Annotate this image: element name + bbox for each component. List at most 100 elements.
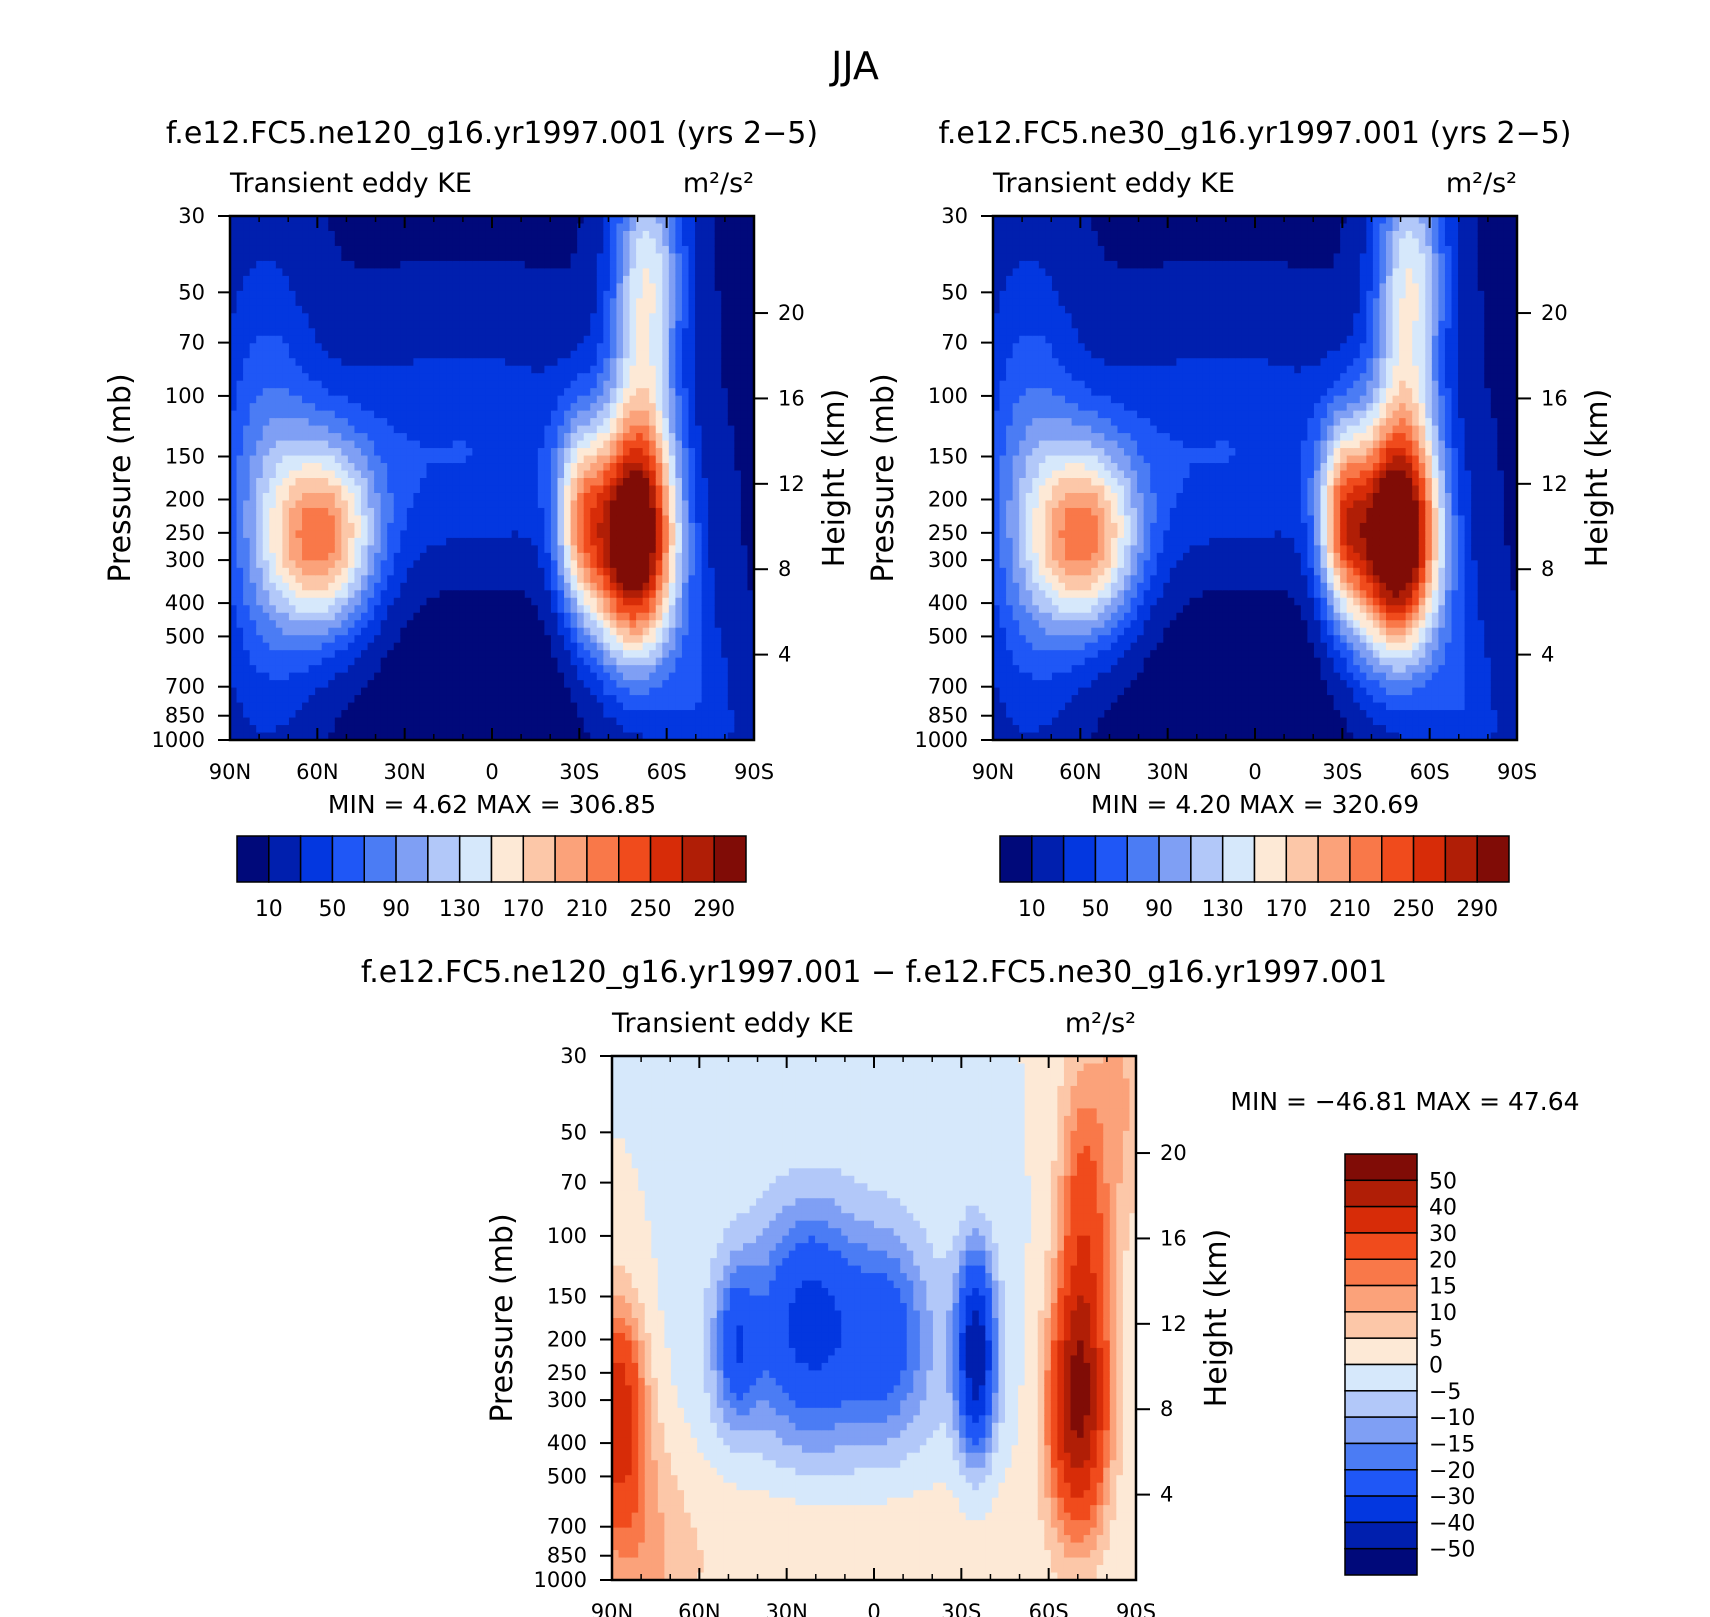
- heatmap-cell: [531, 635, 539, 644]
- heatmap-cell: [328, 290, 336, 299]
- heatmap-cell: [243, 687, 251, 696]
- heatmap-cell: [564, 358, 572, 367]
- heatmap-cell: [354, 418, 362, 427]
- heatmap-cell: [347, 350, 356, 359]
- heatmap-cell: [550, 702, 559, 711]
- heatmap-cell: [400, 440, 408, 449]
- heatmap-cell: [341, 275, 349, 284]
- heatmap-cell: [492, 365, 500, 374]
- heatmap-cell: [413, 537, 421, 546]
- heatmap-cell: [347, 478, 356, 487]
- heatmap-cell: [636, 403, 644, 412]
- heatmap-cell: [485, 298, 493, 307]
- heatmap-cell: [636, 567, 644, 576]
- heatmap-cell: [675, 388, 683, 397]
- heatmap-cell: [230, 418, 238, 427]
- heatmap-cell: [459, 567, 467, 576]
- heatmap-cell: [249, 627, 257, 636]
- heatmap-cell: [302, 380, 310, 389]
- heatmap-cell: [649, 522, 657, 531]
- heatmap-cell: [230, 470, 238, 479]
- heatmap-cell: [387, 560, 395, 569]
- heatmap-cell: [321, 245, 329, 255]
- heatmap-cell: [302, 687, 310, 696]
- heatmap-cell: [354, 380, 362, 389]
- heatmap-cell: [288, 216, 297, 225]
- heatmap-cell: [308, 313, 316, 322]
- heatmap-cell: [262, 492, 270, 502]
- heatmap-cell: [380, 507, 388, 517]
- heatmap-cell: [426, 463, 434, 472]
- heatmap-cell: [459, 612, 467, 621]
- heatmap-cell: [537, 530, 545, 539]
- heatmap-cell: [623, 305, 631, 314]
- heatmap-cell: [380, 597, 388, 606]
- heatmap-cell: [413, 620, 421, 629]
- heatmap-cell: [478, 388, 487, 397]
- heatmap-cell: [400, 448, 408, 457]
- heatmap-cell: [465, 238, 473, 247]
- heatmap-cell: [439, 500, 447, 509]
- heatmap-cell: [433, 537, 441, 546]
- heatmap-cell: [577, 530, 585, 539]
- heatmap-cell: [413, 492, 421, 502]
- heatmap-cell: [511, 290, 519, 299]
- heatmap-cell: [269, 507, 277, 517]
- heatmap-cell: [485, 500, 493, 509]
- heatmap-cell: [583, 680, 591, 689]
- heatmap-cell: [485, 395, 493, 404]
- heatmap-cell: [426, 545, 434, 554]
- heatmap-cell: [485, 440, 493, 449]
- heatmap-cell: [328, 485, 336, 494]
- heatmap-cell: [380, 478, 388, 487]
- heatmap-cell: [629, 470, 637, 479]
- heatmap-cell: [341, 230, 349, 240]
- heatmap-cell: [282, 440, 290, 449]
- heatmap-cell: [393, 410, 401, 419]
- heatmap-cell: [393, 522, 401, 531]
- heatmap-cell: [675, 373, 683, 382]
- heatmap-cell: [367, 463, 375, 472]
- heatmap-cell: [328, 710, 336, 719]
- heatmap-cell: [590, 732, 598, 741]
- heatmap-cell: [302, 335, 310, 344]
- heatmap-cell: [518, 567, 526, 576]
- heatmap-cell: [256, 238, 264, 247]
- heatmap-cell: [609, 425, 618, 434]
- heatmap-cell: [570, 530, 578, 539]
- heatmap-cell: [655, 522, 663, 531]
- heatmap-cell: [524, 582, 532, 591]
- heatmap-cell: [275, 702, 283, 711]
- heatmap-cell: [518, 388, 526, 397]
- heatmap-cell: [465, 530, 473, 539]
- heatmap-cell: [603, 605, 611, 614]
- heatmap-cell: [531, 665, 539, 674]
- heatmap-cell: [341, 642, 349, 651]
- heatmap-cell: [236, 612, 244, 621]
- heatmap-cell: [557, 560, 565, 569]
- heatmap-cell: [347, 672, 356, 681]
- heatmap-cell: [609, 605, 618, 614]
- heatmap-cell: [531, 335, 539, 344]
- heatmap-cell: [374, 620, 382, 629]
- heatmap-cell: [596, 290, 604, 299]
- heatmap-cell: [577, 253, 585, 262]
- heatmap-cell: [459, 650, 467, 659]
- heatmap-cell: [262, 395, 270, 404]
- heatmap-cell: [315, 545, 323, 554]
- heatmap-cell: [334, 335, 342, 344]
- heatmap-cell: [439, 245, 447, 255]
- heatmap-cell: [655, 575, 663, 584]
- heatmap-cell: [361, 425, 369, 434]
- heatmap-cell: [505, 245, 513, 255]
- heatmap-cell: [308, 388, 316, 397]
- heatmap-cell: [341, 245, 349, 255]
- heatmap-cell: [367, 440, 375, 449]
- heatmap-cell: [524, 275, 532, 284]
- heatmap-cell: [649, 710, 657, 719]
- heatmap-cell: [616, 403, 624, 412]
- heatmap-cell: [321, 530, 329, 539]
- heatmap-cell: [681, 448, 690, 457]
- heatmap-cell: [655, 725, 663, 734]
- heatmap-cell: [636, 290, 644, 299]
